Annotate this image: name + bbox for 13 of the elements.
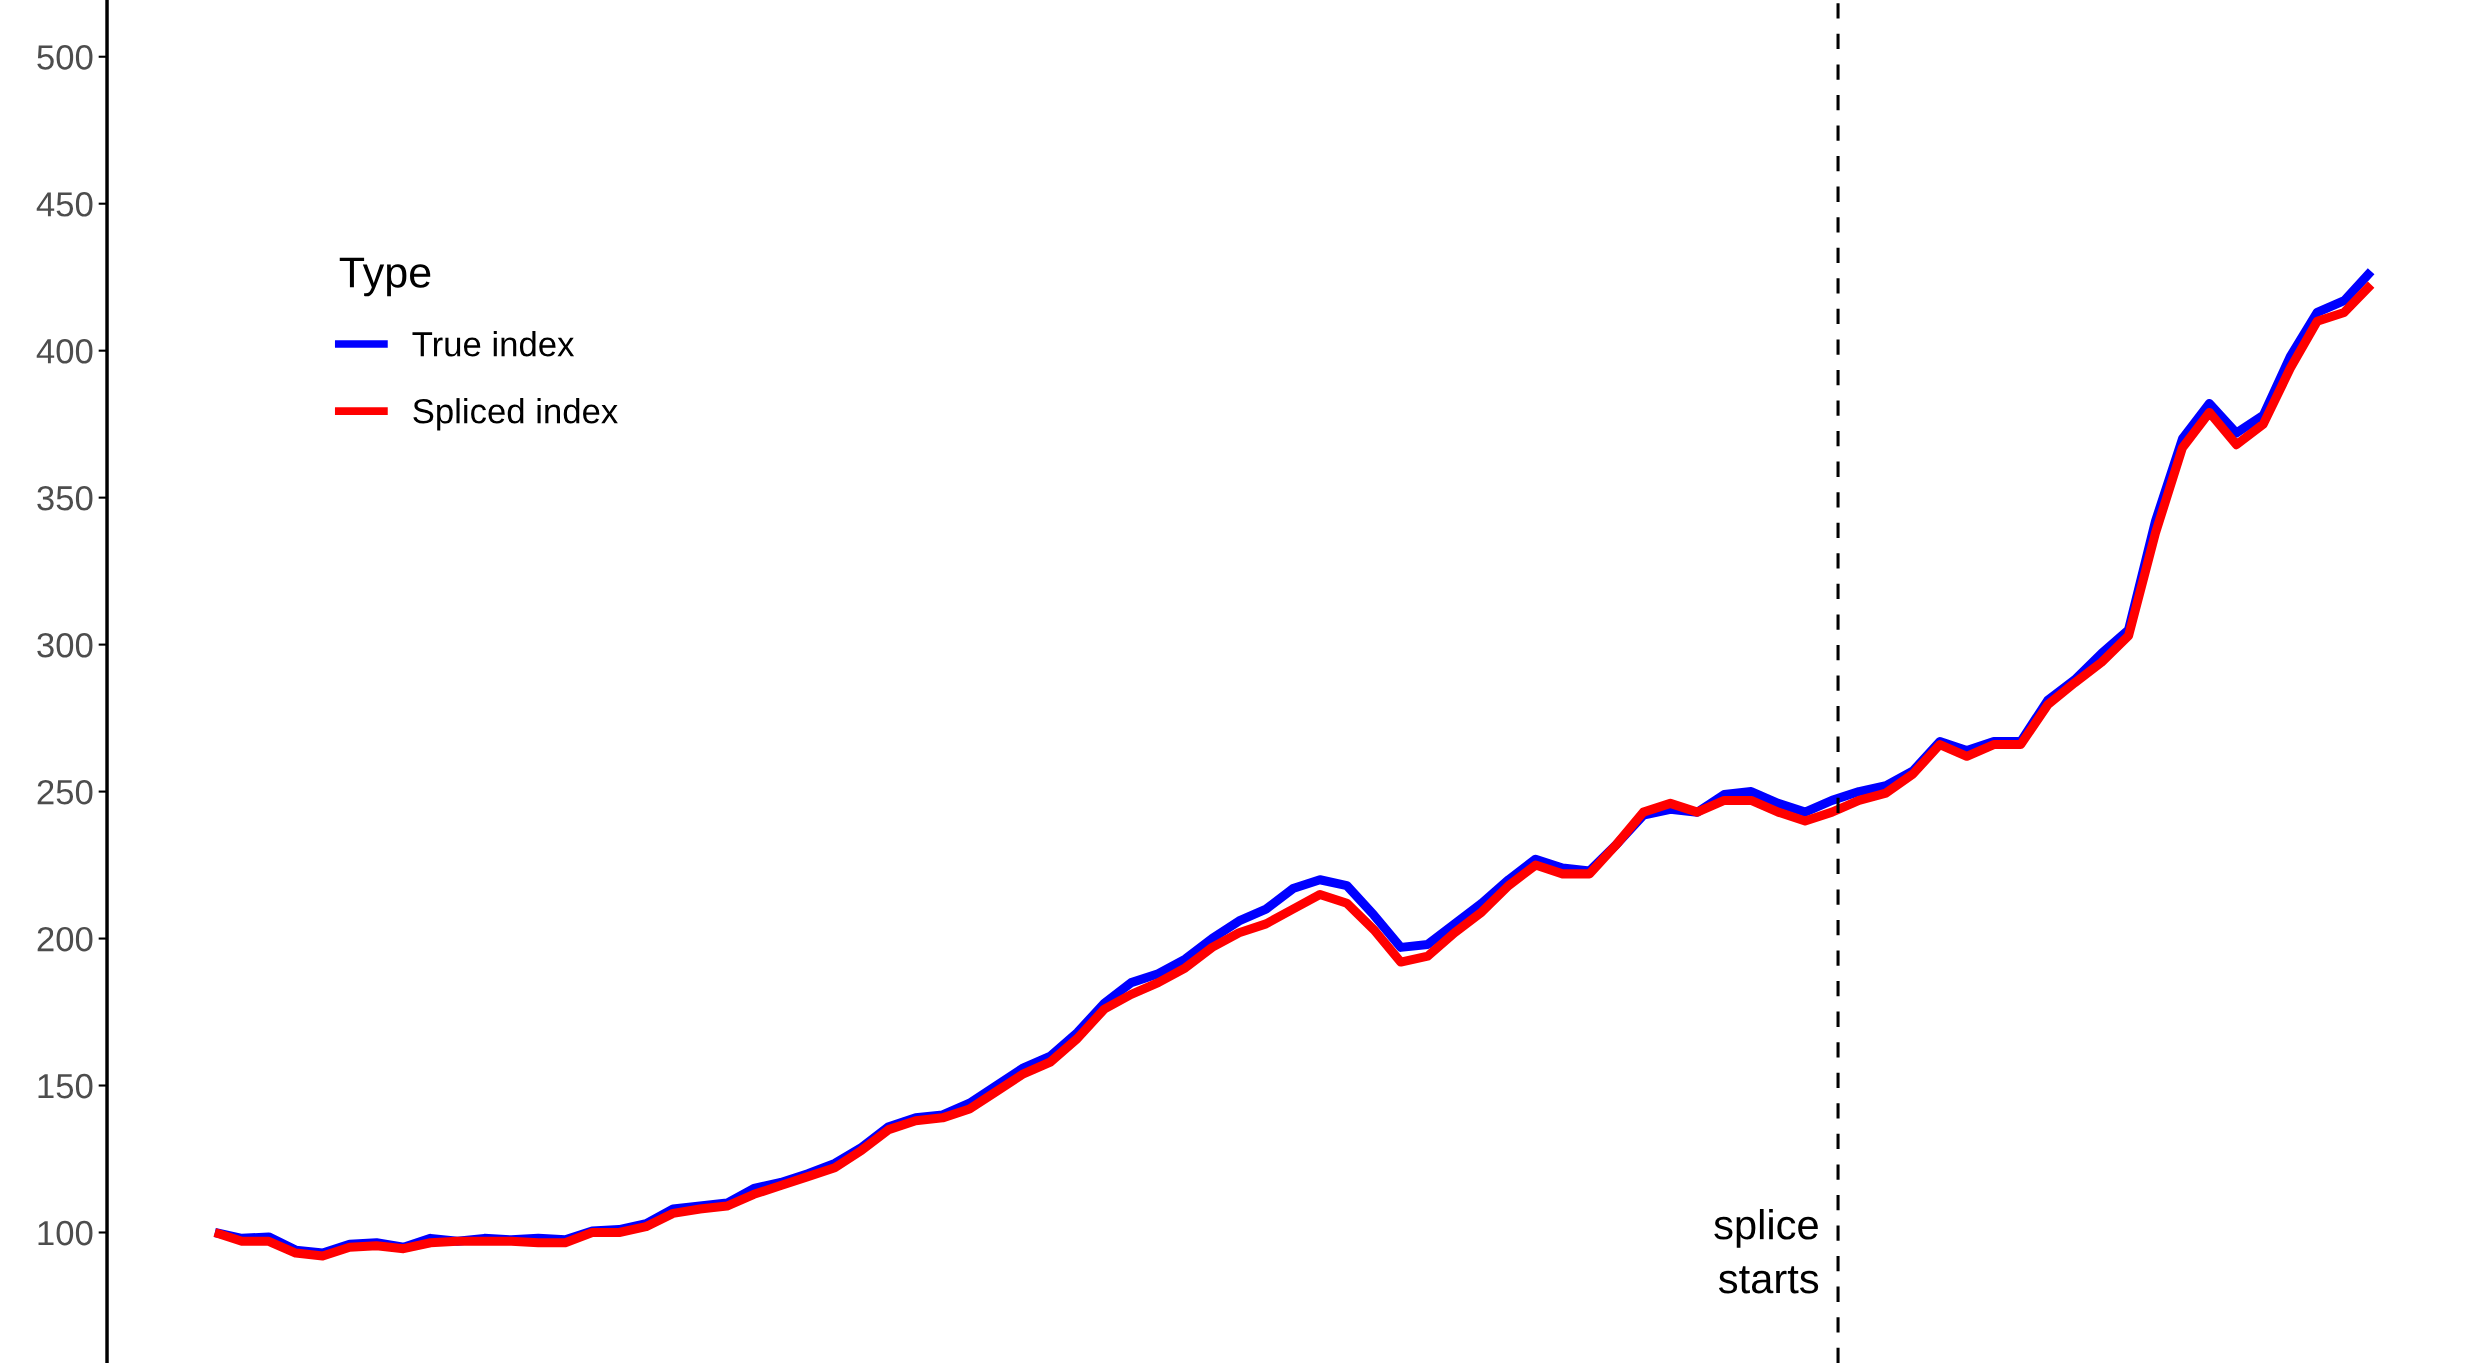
y-tick-label: 150 [38,1073,93,1099]
y-tick-label: 500 [37,45,93,70]
legend-title: Type [339,257,431,297]
annotation: splice starts [1714,1208,1819,1294]
y-tick-label: 200 [37,926,93,952]
y-tick-label: 100 [38,1220,93,1246]
y-tick-label: 350 [37,485,93,511]
legend-label: Spliced index [413,398,618,431]
y-tick-label: 400 [36,339,93,364]
y-tick-label: 250 [37,779,93,805]
y-tick-label: 450 [36,192,93,217]
y-tick-label: 300 [37,632,93,658]
legend-label: True index [412,331,575,357]
